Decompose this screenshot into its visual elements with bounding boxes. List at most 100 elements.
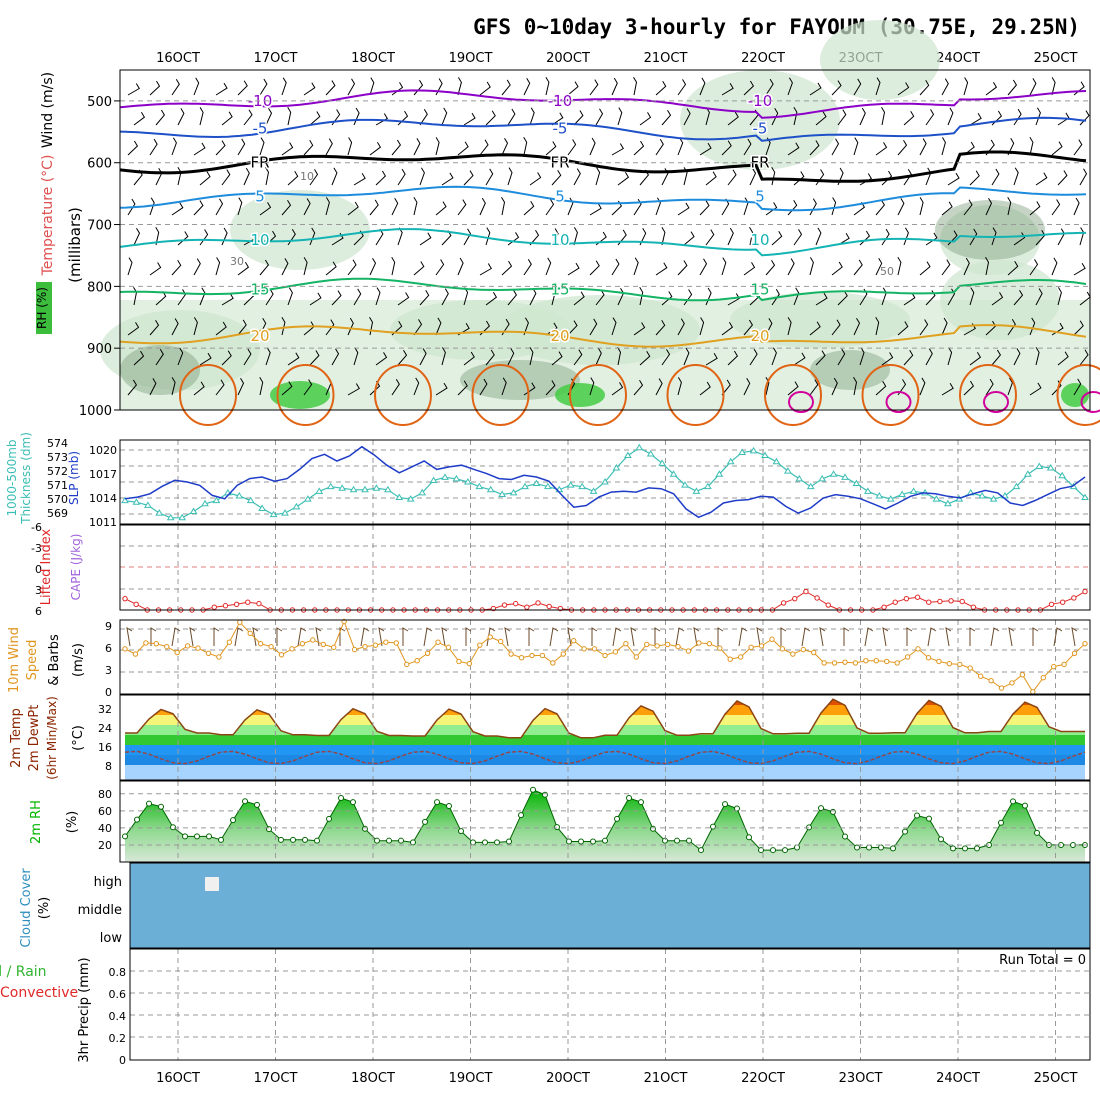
wind-barb: [837, 290, 848, 306]
thickness-tick: 573: [47, 451, 68, 464]
surface-wind-barb: [126, 627, 133, 647]
thickness-point: [155, 509, 164, 516]
wind-barb: [991, 168, 1000, 186]
wind-barb: [969, 351, 982, 366]
wind-barb: [749, 348, 758, 366]
wind-speed-point: [1061, 661, 1067, 668]
li-tick: -6: [31, 521, 42, 534]
wind-barb: [309, 227, 316, 246]
wind-barb: [771, 167, 776, 186]
lifted-index-point: [881, 604, 887, 610]
wind-barb: [523, 317, 529, 336]
surface-wind-barb: [297, 627, 307, 647]
rh-point: [542, 791, 548, 798]
wind-barb: [853, 137, 859, 156]
wind-barb: [1051, 141, 1063, 156]
wind-barb: [215, 379, 225, 396]
wind-barb: [529, 172, 542, 186]
rh-point: [182, 833, 188, 840]
wind-barb: [567, 81, 579, 96]
rh-point: [818, 805, 824, 812]
rh-tick: 80: [98, 788, 112, 801]
lifted-index-point: [903, 595, 910, 602]
wind-barb: [853, 317, 861, 336]
wind-barb: [193, 142, 206, 156]
thickness-point: [818, 474, 827, 482]
temp-contour: [119, 116, 1087, 142]
surface-wind-barb: [402, 627, 409, 646]
wind-barb: [655, 81, 667, 96]
wind-barb: [347, 201, 359, 216]
wind-barb: [309, 350, 320, 366]
wind-barb: [611, 317, 617, 336]
wind-barb: [809, 82, 822, 96]
rh-shade: [940, 205, 1040, 275]
lifted-index-point: [892, 599, 898, 605]
surface-wind-barb: [465, 627, 472, 646]
wind-speed-point: [581, 646, 587, 652]
wind-barb: [787, 200, 798, 216]
lifted-index-point: [535, 600, 541, 606]
wind-barb: [721, 321, 734, 336]
wind-barb: [199, 229, 209, 246]
wind-barb: [259, 137, 265, 156]
wind-barb: [639, 351, 651, 366]
thickness-point: [1012, 482, 1021, 490]
thickness-point: [783, 467, 792, 474]
wind-barb: [281, 142, 294, 156]
contour-label: 20: [250, 327, 269, 345]
wind-barb: [831, 261, 843, 276]
wind-barb: [177, 231, 189, 246]
temp-tick: 32: [98, 703, 112, 716]
wind-barb: [413, 197, 418, 216]
thickness-point: [258, 504, 267, 511]
wind-tick: 0: [105, 686, 112, 699]
thickness-point: [646, 450, 655, 457]
wind-speed-point: [633, 654, 640, 660]
wind-axis-label-2: Speed: [25, 640, 40, 681]
rh-axis-label: 2m RH: [29, 800, 44, 844]
thickness-point: [543, 482, 552, 490]
surface-wind-barb: [843, 627, 850, 646]
wind-speed-point: [967, 665, 973, 671]
wind-barb: [485, 349, 495, 366]
wind-speed-point: [915, 646, 921, 652]
wind-barb: [809, 379, 819, 396]
wind-barb: [793, 171, 805, 186]
wind-barb: [941, 383, 954, 396]
wind-barb: [1035, 172, 1048, 186]
wind-barb: [551, 351, 563, 366]
wind-legend-label: Wind (m/s): [40, 72, 56, 148]
wind-barb: [1073, 320, 1084, 336]
surface-wind-barb: [567, 627, 574, 647]
wind-barb: [127, 322, 140, 336]
wind-barb: [457, 257, 464, 276]
wind-barb: [611, 77, 618, 96]
wind-speed-point: [602, 652, 608, 659]
cloud-axis-label: Cloud Cover: [19, 868, 34, 948]
wind-barb: [353, 173, 366, 186]
rh-point: [770, 847, 776, 854]
wind-barb: [1079, 349, 1089, 366]
rh-point: [902, 828, 908, 835]
wind-barb: [743, 262, 756, 276]
rh-point: [398, 837, 404, 844]
lifted-index-point: [512, 600, 519, 607]
thickness-point: [372, 484, 381, 491]
x-tick-label-top: 21OCT: [644, 51, 688, 66]
wind-barb: [419, 167, 425, 186]
wind-barb: [463, 351, 475, 366]
wind-barb: [573, 110, 584, 126]
slp-tick: 1020: [89, 444, 117, 457]
wind-barb: [567, 139, 577, 156]
surface-wind-barb: [906, 627, 913, 646]
wind-barb: [1073, 378, 1082, 396]
wind-barb: [435, 201, 447, 216]
wind-speed-point: [351, 646, 358, 653]
contour-label: 5: [555, 188, 565, 206]
cape-axis-label: CAPE (J/kg): [69, 534, 83, 601]
rh-point: [206, 833, 212, 840]
rh-label: 30: [230, 255, 244, 268]
rh-label: 10: [300, 170, 314, 183]
precip-axis-label: 3hr Precip (mm): [77, 957, 92, 1062]
